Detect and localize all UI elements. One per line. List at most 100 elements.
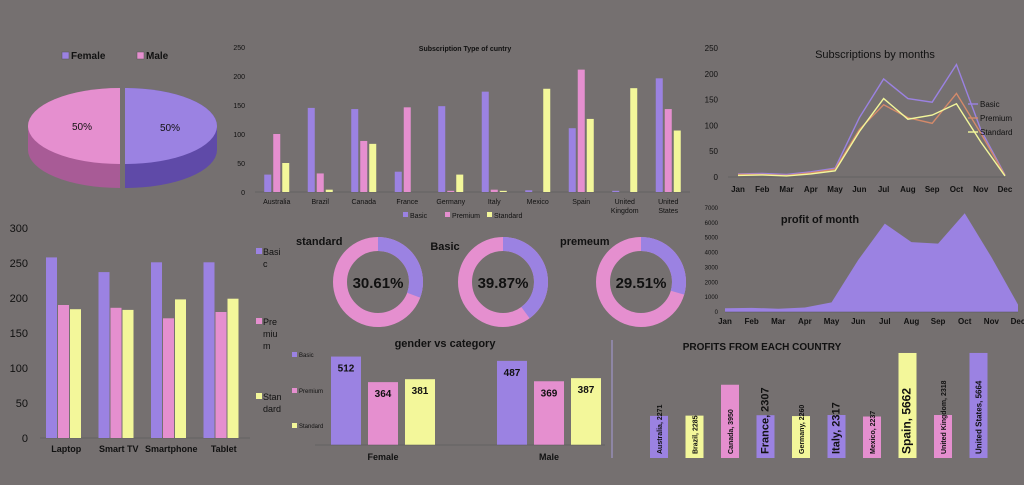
data-label: 387: [578, 385, 595, 396]
x-tick-label: Aug: [904, 317, 920, 326]
bar-premium-canada: [360, 140, 368, 192]
bar-premium-tablet: [215, 312, 227, 438]
bar-basic-germany: [438, 106, 446, 192]
device-subscription-chart: 0 50 100 150 200 250 300 Laptop Smart TV Smartpho…: [0, 218, 290, 466]
bar-basic-female: [331, 356, 361, 445]
donut-label-premeum: 29.51%: [616, 275, 667, 292]
legend-swatch-basic: [256, 248, 262, 254]
bar-premium-brazil: [316, 173, 324, 192]
country-subscription-chart: Subscription Type of cuntry 0 50 100 150 200 2…: [225, 35, 695, 225]
y-tick-label: 150: [705, 96, 719, 105]
y-tick-label: 3000: [705, 265, 719, 271]
x-tick-label: May: [827, 185, 843, 194]
y-tick-label: 250: [705, 44, 719, 53]
y-tick-label: 0: [241, 190, 245, 197]
pie-label-female: 50%: [160, 123, 180, 134]
y-tick-label: 250: [233, 45, 245, 52]
y-tick-label: 250: [10, 258, 28, 270]
bar-profit-2: [721, 384, 739, 458]
x-tick-label: Feb: [745, 317, 759, 326]
data-label: 369: [541, 388, 558, 399]
x-tick-label: Laptop: [51, 444, 81, 454]
legend-swatch-standard: [256, 393, 262, 399]
y-tick-label: 0: [22, 433, 28, 445]
x-tick-label: Jan: [718, 317, 732, 326]
y-tick-label: 100: [233, 132, 245, 139]
x-tick-label: Female: [367, 452, 398, 462]
data-label: 487: [504, 368, 521, 379]
legend-label-premium: Premium: [299, 389, 323, 395]
donut-title-standard: standard: [296, 236, 342, 248]
bar-basic-united-states: [655, 78, 663, 192]
donut-title-basic: Basic: [430, 241, 459, 253]
bar-basic-italy: [481, 91, 489, 192]
data-label: 381: [412, 386, 429, 397]
x-tick-label: Germany: [436, 199, 465, 206]
bar-profit-3: [756, 415, 775, 458]
bar-basic-smart-tv: [98, 272, 110, 438]
bar-premium-france: [403, 107, 411, 192]
legend-swatch-premium: [292, 388, 297, 393]
bar-standard-tablet: [227, 298, 239, 438]
y-tick-label: 50: [16, 398, 28, 410]
y-tick-label: 0: [715, 310, 719, 316]
x-tick-label: Spain: [572, 199, 590, 206]
bar-premium-italy: [490, 189, 498, 192]
bar-profit-9: [969, 352, 988, 458]
bar-basic-smartphone: [151, 262, 162, 438]
legend-label-male: Male: [146, 51, 169, 62]
donut-title-premeum: premeum: [560, 236, 610, 248]
x-tick-label: Oct: [958, 317, 972, 326]
x-tick-label: Canada: [351, 199, 376, 206]
bar-standard-laptop: [70, 309, 81, 438]
donut-value-basic: [458, 237, 548, 327]
bar-basic-spain: [568, 128, 576, 192]
chart-title: Subscriptions by months: [815, 49, 935, 61]
bar-profit-5: [827, 415, 846, 458]
bar-profit-1: [685, 415, 704, 458]
bar-premium-australia: [273, 134, 281, 192]
bar-premium-smartphone: [163, 318, 174, 438]
legend-label-standard: Standard: [299, 424, 323, 430]
area-profit: [725, 213, 1018, 312]
y-tick-label: 150: [233, 103, 245, 110]
y-tick-label: 4000: [705, 251, 719, 257]
data-label: France, 2307: [760, 387, 772, 454]
data-label: Brazil, 2285: [693, 415, 700, 454]
bar-standard-spain: [586, 118, 594, 192]
x-tick-label: May: [824, 317, 840, 326]
x-tick-label: Feb: [755, 185, 769, 194]
legend-label-basic: Basic: [980, 100, 1000, 109]
data-label: United States, 5664: [975, 380, 984, 454]
monthly-profit-chart: profit of month 0 1000 2000 3000 4000 5000 6000…: [700, 200, 1024, 332]
donut-label-basic: 39.87%: [478, 275, 529, 292]
legend-label-female: Female: [71, 51, 106, 62]
bar-standard-brazil: [325, 189, 333, 192]
x-tick-label: Jan: [731, 185, 745, 194]
bar-standard-united-kingdom: [630, 88, 638, 192]
x-tick-label: Jun: [852, 185, 866, 194]
country-profit-chart: PROFITS FROM EACH COUNTRY Australia, 2271…: [640, 338, 1020, 463]
x-tick-label: Apr: [804, 185, 818, 194]
x-tick-label: Nov: [973, 185, 989, 194]
x-tick-label: Jul: [878, 185, 890, 194]
bar-standard-australia: [282, 163, 290, 192]
data-label: United Kingdom, 2318: [941, 380, 948, 454]
x-tick-label: Nov: [984, 317, 1000, 326]
bar-premium-spain: [577, 69, 585, 192]
legend-label-standard: Standard: [980, 128, 1012, 137]
y-tick-label: 200: [705, 70, 719, 79]
pie-label-male: 50%: [72, 122, 92, 133]
data-label: Germany, 2260: [799, 405, 806, 454]
bar-premium-smart-tv: [110, 307, 122, 438]
bar-basic-laptop: [46, 257, 57, 438]
y-tick-label: 200: [10, 293, 28, 305]
y-tick-label: 7000: [705, 206, 719, 212]
legend-label-premium: m: [263, 341, 271, 351]
legend-label-basic: Basi: [263, 247, 281, 257]
bar-profit-8: [934, 415, 952, 458]
x-tick-label: Jun: [851, 317, 865, 326]
y-tick-label: 100: [10, 363, 28, 375]
x-tick-label: Italy: [488, 199, 501, 206]
bar-profit-4: [792, 416, 810, 458]
